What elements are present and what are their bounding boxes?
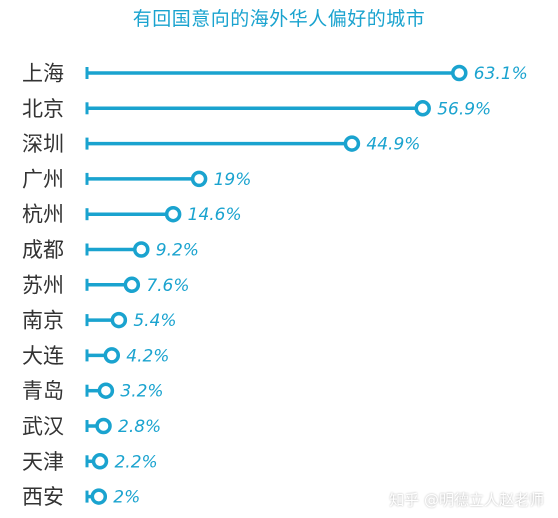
category-label: 成都 [22,238,64,262]
category-label: 南京 [22,309,64,333]
category-label: 苏州 [22,273,64,297]
bar-end-marker [90,488,108,505]
bar-end-marker [95,417,112,435]
category-label: 西安 [22,485,64,509]
category-label: 青岛 [22,379,64,403]
value-label: 2.8% [118,417,161,437]
bar-end-marker [414,100,431,117]
category-label: 武汉 [22,415,64,439]
category-label: 大连 [22,344,64,368]
value-label: 19% [214,170,252,190]
bar-end-marker [103,347,121,364]
chart-title: 有回国意向的海外华人偏好的城市 [132,8,426,30]
watermark-text: 知乎 @明德立人赵老师 [389,491,544,509]
value-label: 63.1% [474,64,528,84]
bar-end-marker [123,276,141,294]
bar-end-marker [133,241,150,258]
value-label: 4.2% [126,346,169,366]
bar-end-marker [190,170,208,188]
category-label: 北京 [22,97,64,121]
category-label: 上海 [22,62,64,86]
value-label: 14.6% [188,205,242,225]
value-label: 3.2% [120,382,163,402]
value-label: 2.2% [114,452,157,472]
value-label: 44.9% [366,135,420,155]
value-label: 7.6% [146,276,189,296]
bar-end-marker [451,64,468,82]
bar-end-marker [164,205,182,223]
category-label: 天津 [22,450,64,474]
category-label: 深圳 [22,132,64,156]
bar-end-marker [343,135,361,152]
value-label: 9.2% [156,241,199,261]
category-label: 杭州 [22,203,64,227]
value-label: 5.4% [133,311,176,331]
value-label: 2% [113,488,140,508]
value-label: 56.9% [437,99,491,119]
category-label: 广州 [22,167,64,191]
bar-end-marker [91,453,109,470]
bar-end-marker [110,311,128,329]
bar-end-marker [97,382,115,399]
